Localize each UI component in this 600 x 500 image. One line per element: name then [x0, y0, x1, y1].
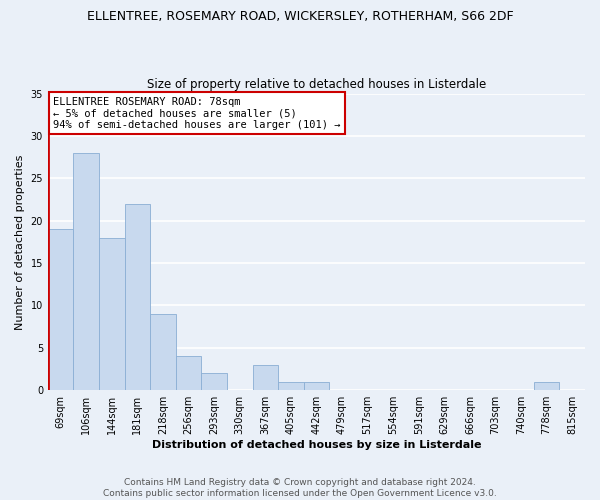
Bar — [253, 365, 278, 390]
Bar — [278, 382, 304, 390]
Bar — [534, 382, 559, 390]
Bar — [48, 229, 73, 390]
Y-axis label: Number of detached properties: Number of detached properties — [15, 154, 25, 330]
Text: ELLENTREE, ROSEMARY ROAD, WICKERSLEY, ROTHERHAM, S66 2DF: ELLENTREE, ROSEMARY ROAD, WICKERSLEY, RO… — [86, 10, 514, 23]
Bar — [304, 382, 329, 390]
Bar — [150, 314, 176, 390]
Bar — [176, 356, 202, 390]
X-axis label: Distribution of detached houses by size in Listerdale: Distribution of detached houses by size … — [152, 440, 481, 450]
Bar — [99, 238, 125, 390]
Title: Size of property relative to detached houses in Listerdale: Size of property relative to detached ho… — [147, 78, 486, 91]
Bar — [125, 204, 150, 390]
Bar — [73, 153, 99, 390]
Bar — [202, 374, 227, 390]
Text: ELLENTREE ROSEMARY ROAD: 78sqm
← 5% of detached houses are smaller (5)
94% of se: ELLENTREE ROSEMARY ROAD: 78sqm ← 5% of d… — [53, 96, 341, 130]
Text: Contains HM Land Registry data © Crown copyright and database right 2024.
Contai: Contains HM Land Registry data © Crown c… — [103, 478, 497, 498]
